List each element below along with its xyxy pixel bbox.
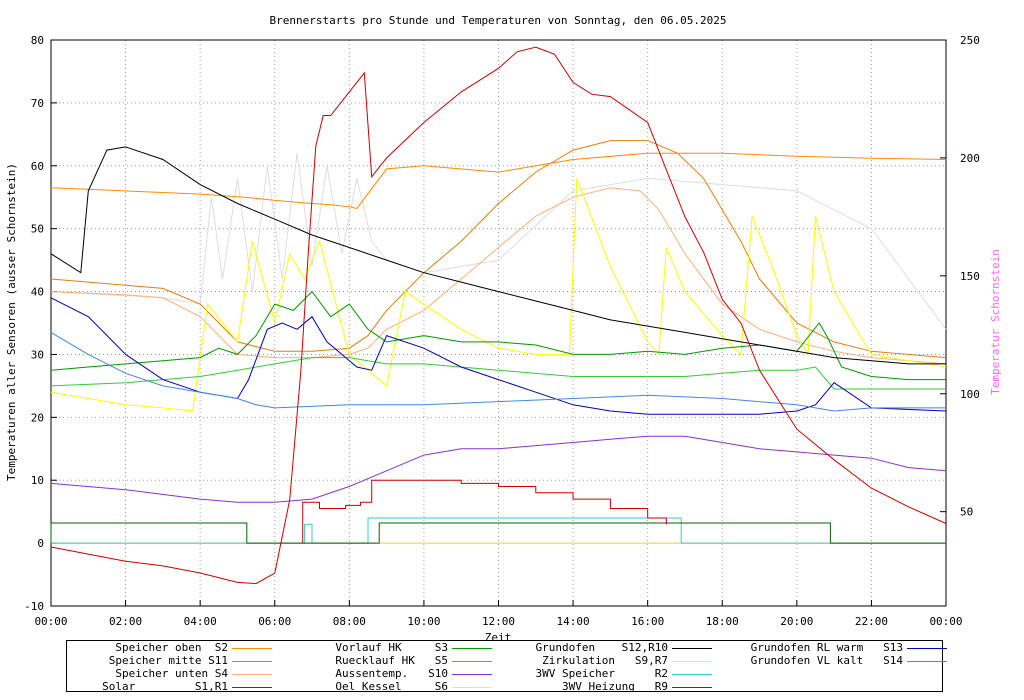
y-tick-label: 0 (37, 537, 44, 550)
legend-label: Zirkulation S9,R7 (542, 654, 668, 667)
series-line-aussentemp. (50, 435, 947, 503)
series-line-solar (50, 46, 947, 585)
legend-swatch (232, 661, 272, 662)
legend-swatch (672, 687, 712, 688)
y-tick-label: 20 (31, 411, 44, 424)
legend-label: Grundofen VL kalt S14 (750, 654, 903, 667)
y-tick-label: 10 (31, 474, 44, 487)
y-axis-ticks: -10 0 10 20 30 40 50 60 70 80 (24, 34, 57, 613)
legend-swatch (232, 648, 272, 649)
series-line-speicher (50, 152, 947, 210)
legend-label: Grundofen RL warm S13 (750, 641, 903, 654)
x-tick-label: 04:00 (184, 615, 217, 628)
y-tick-label: 40 (31, 286, 44, 299)
legend-label: Ruecklauf HK S5 (335, 654, 448, 667)
legend-label: 3WV Heizung R9 (562, 680, 668, 693)
legend-label: Vorlauf HK S3 (335, 641, 448, 654)
series-line-zirkulation (50, 178, 947, 412)
legend: Speicher oben S2 Speicher mitte S11 Speich… (66, 640, 947, 693)
legend-label: Speicher unten S4 (115, 667, 228, 680)
legend-swatch (452, 648, 492, 649)
legend-swatch (672, 648, 712, 649)
legend-label: 3WV Speicher R2 (535, 667, 668, 680)
y-tick-label: 50 (31, 223, 44, 236)
series-line-ruecklauf (50, 357, 946, 390)
legend-label: Solar S1,R1 (102, 680, 228, 693)
series-line-grundofen (50, 146, 946, 365)
grid-lines (51, 40, 946, 606)
y2-tick-label: 250 (960, 34, 980, 47)
x-tick-label: 20:00 (780, 615, 813, 628)
y-tick-label: 70 (31, 97, 44, 110)
series-line-burner-starts (302, 479, 667, 544)
y2-tick-label: 100 (960, 388, 980, 401)
x-tick-label: 06:00 (258, 615, 291, 628)
legend-swatch (232, 687, 272, 688)
series-line-grundofen (50, 331, 946, 412)
legend-label: Speicher oben S2 (115, 641, 228, 654)
chart-canvas: Brennerstarts pro Stunde und Temperature… (5, 14, 1002, 640)
y2-tick-label: 200 (960, 152, 980, 165)
x-tick-label: 22:00 (855, 615, 888, 628)
x-tick-label: 00:00 (929, 615, 962, 628)
y-tick-label: -10 (24, 600, 44, 613)
legend-swatch (452, 661, 492, 662)
x-tick-label: 18:00 (706, 615, 739, 628)
series-line-3wv (51, 517, 946, 544)
x-tick-label: 16:00 (631, 615, 664, 628)
y-tick-label: 80 (31, 34, 44, 47)
legend-swatch (672, 661, 712, 662)
series-line-3wv (50, 522, 946, 544)
y-axis-label: Temperaturen aller Sensoren (ausser Scho… (5, 163, 18, 481)
legend-swatch (907, 648, 947, 649)
y2-tick-label: 150 (960, 270, 980, 283)
x-tick-label: 12:00 (482, 615, 515, 628)
x-tick-label: 02:00 (109, 615, 142, 628)
x-axis-ticks: 00:00 02:00 04:00 06:00 08:00 10:00 12:00 14:00… (34, 600, 963, 628)
y-tick-label: 30 (31, 348, 44, 361)
x-tick-label: 08:00 (333, 615, 366, 628)
legend-swatch (232, 674, 272, 675)
y-tick-label: 60 (31, 160, 44, 173)
x-tick-label: 14:00 (557, 615, 590, 628)
legend-label: Oel Kessel S6 (335, 680, 448, 693)
legend-label: Aussentemp. S10 (335, 667, 448, 680)
y2-axis-label: Temperatur Schornstein (989, 249, 1002, 395)
series-line-oel (50, 153, 947, 330)
legend-label: Speicher mitte S11 (108, 654, 228, 667)
legend-swatch (672, 674, 712, 675)
legend-swatch (452, 674, 492, 675)
legend-swatch (907, 661, 947, 662)
chart-title: Brennerstarts pro Stunde und Temperature… (270, 14, 727, 27)
legend-label: Grundofen S12,R10 (535, 641, 668, 654)
x-tick-label: 10:00 (407, 615, 440, 628)
series-lines (50, 46, 947, 585)
x-axis-label: Zeit (485, 631, 512, 640)
series-line-speicher (50, 140, 947, 359)
legend-swatch (452, 687, 492, 688)
series-line-vorlauf (50, 290, 946, 381)
x-tick-label: 00:00 (34, 615, 67, 628)
series-line-speicher (50, 187, 947, 365)
y2-axis-ticks: 50 100 150 200 250 (940, 34, 980, 519)
y2-tick-label: 50 (960, 506, 973, 519)
